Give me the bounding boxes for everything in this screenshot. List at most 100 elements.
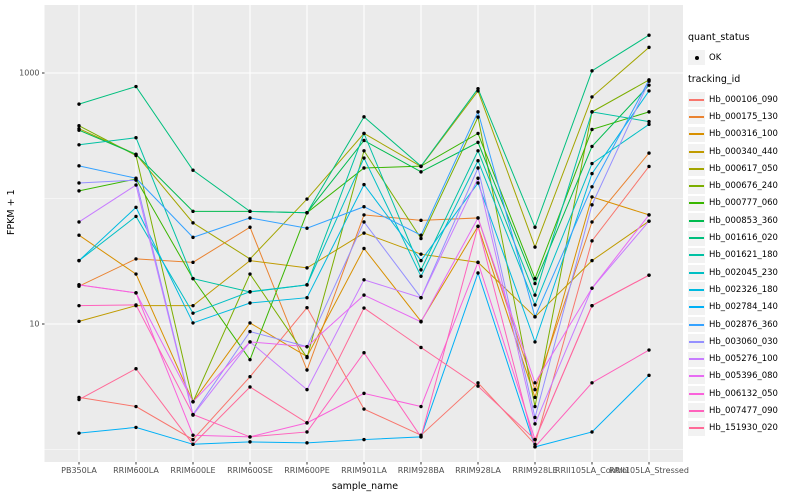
data-point — [590, 286, 594, 290]
data-point — [476, 86, 480, 91]
data-point — [77, 189, 81, 193]
data-point — [134, 257, 138, 261]
data-point — [533, 340, 537, 344]
data-point — [647, 89, 651, 93]
data-point — [590, 258, 594, 263]
data-point — [362, 391, 366, 396]
data-point — [476, 140, 480, 145]
data-point — [476, 384, 480, 388]
data-point — [647, 45, 651, 50]
legend-entry-label: Hb_001621_180 — [709, 250, 778, 261]
data-point — [191, 221, 195, 225]
data-point — [533, 381, 537, 385]
legend-tracking-id-entries: Hb_000106_090 Hb_000175_130 Hb_000316_100 H… — [688, 91, 778, 437]
data-point — [77, 102, 81, 106]
data-point — [362, 131, 366, 136]
data-point — [305, 296, 309, 300]
data-point — [590, 430, 594, 434]
data-point — [77, 283, 81, 287]
data-point — [647, 33, 651, 37]
data-point — [476, 271, 480, 275]
line-swatch-icon — [688, 351, 705, 367]
data-point — [647, 348, 651, 352]
data-point — [305, 387, 309, 392]
data-point — [476, 381, 480, 385]
data-point — [533, 293, 537, 297]
legend-tracking-id-title: tracking_id — [688, 74, 741, 85]
legend-entry-label: Hb_000316_100 — [709, 129, 778, 140]
data-point — [77, 319, 81, 324]
data-point — [533, 303, 537, 307]
legend-entry-Hb_002326_180: Hb_002326_180 — [688, 281, 778, 298]
data-point — [419, 170, 423, 174]
data-point — [419, 218, 423, 223]
y-tick-label: 10 — [29, 320, 39, 329]
legend-entry-Hb_003060_030: Hb_003060_030 — [688, 333, 778, 350]
data-point — [191, 235, 195, 240]
data-point — [362, 407, 366, 411]
legend-entry-Hb_000340_440: Hb_000340_440 — [688, 143, 778, 160]
legend-quant-status: quant_status OK — [688, 32, 750, 66]
x-tick-label: RRII105LA_Stressed — [609, 466, 689, 475]
data-point — [362, 220, 366, 224]
data-point — [248, 385, 252, 389]
data-point — [590, 381, 594, 385]
y-axis-title: FPKM + 1 — [6, 189, 17, 235]
data-point — [647, 213, 651, 217]
data-point — [590, 110, 594, 114]
data-point — [647, 119, 651, 124]
data-point — [476, 216, 480, 220]
data-point — [590, 303, 594, 308]
data-point — [590, 127, 594, 132]
data-point — [248, 357, 252, 362]
legend-entry-Hb_000853_360: Hb_000853_360 — [688, 212, 778, 229]
line-swatch-icon — [688, 386, 705, 402]
data-point — [533, 422, 537, 426]
data-point — [248, 321, 252, 325]
data-point — [248, 440, 252, 444]
data-point — [533, 445, 537, 449]
data-point — [191, 276, 195, 281]
legend-entry-label: Hb_000617_050 — [709, 163, 778, 174]
data-point — [77, 124, 81, 128]
data-point — [647, 273, 651, 277]
x-tick-label: RRIM600PE — [284, 466, 330, 475]
data-point — [533, 404, 537, 409]
data-point — [305, 226, 309, 230]
legend-quant-status-label: OK — [709, 52, 722, 63]
data-point — [362, 246, 366, 251]
data-point — [590, 195, 594, 199]
data-point — [647, 219, 651, 223]
legend-entry-label: Hb_000777_060 — [709, 198, 778, 209]
legend-entry-label: Hb_002045_230 — [709, 267, 778, 278]
data-point — [590, 185, 594, 189]
line-swatch-icon — [688, 282, 705, 298]
data-point — [362, 182, 366, 187]
line-swatch-icon — [688, 178, 705, 194]
line-swatch-icon — [688, 334, 705, 350]
data-point — [134, 136, 138, 140]
legend: quant_status OK tracking_id Hb_000106_09… — [688, 0, 800, 500]
data-point — [476, 159, 480, 163]
data-point — [647, 373, 651, 378]
data-point — [77, 164, 81, 168]
data-point — [305, 344, 309, 349]
line-swatch-icon — [688, 247, 705, 263]
data-point — [134, 178, 138, 182]
data-point — [248, 340, 252, 344]
data-point — [590, 203, 594, 207]
data-point — [248, 289, 252, 294]
legend-entry-label: Hb_000340_440 — [709, 146, 778, 157]
data-point — [647, 79, 651, 83]
data-point — [419, 252, 423, 256]
legend-quant-status-item: OK — [688, 49, 750, 66]
data-point — [191, 442, 195, 447]
axes: 10 1000 PB350LA RRIM600LA RRIM600LE RRIM600SE… — [19, 69, 689, 476]
legend-entry-label: Hb_007477_090 — [709, 405, 778, 416]
x-tick-label: RRII105LA_Control — [555, 466, 629, 475]
data-point — [305, 355, 309, 360]
data-point — [77, 397, 81, 402]
plot-area: 10 1000 PB350LA RRIM600LA RRIM600LE RRIM600SE… — [19, 5, 689, 476]
legend-entry-Hb_001621_180: Hb_001621_180 — [688, 247, 778, 264]
data-point — [134, 291, 138, 295]
